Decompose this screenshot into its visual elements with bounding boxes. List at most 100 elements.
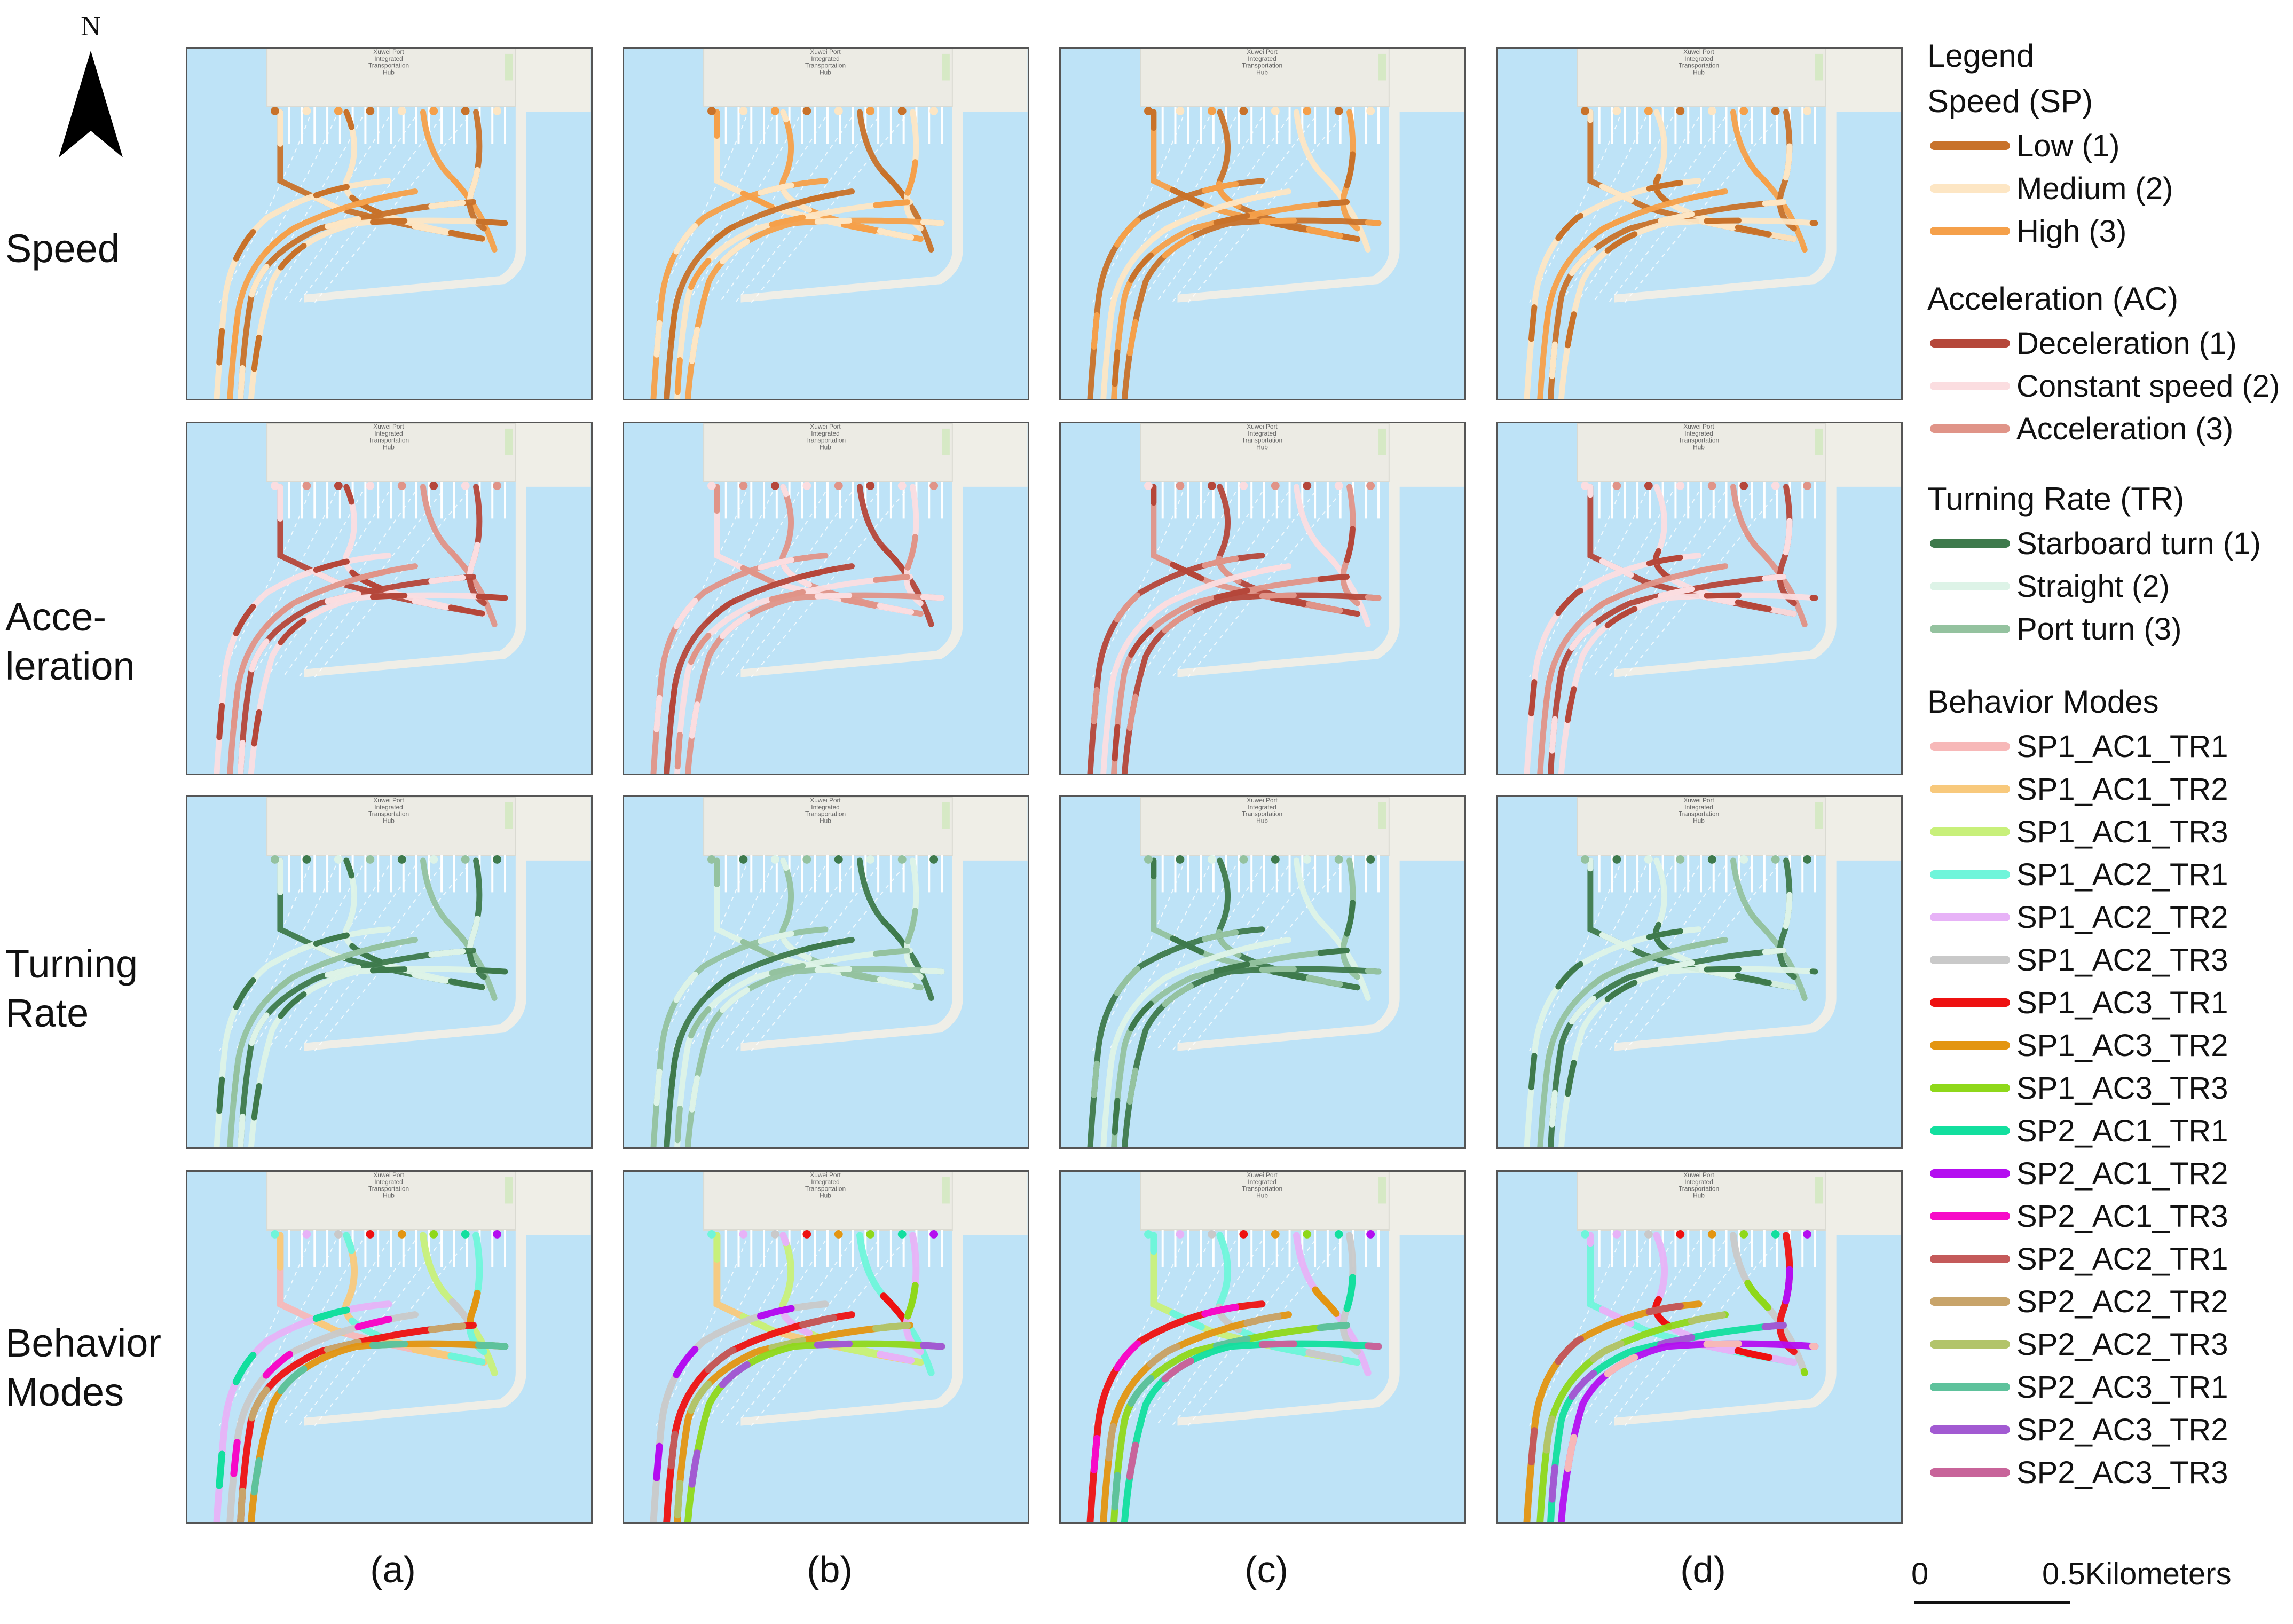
- map-panel-turning-a: Xuwei Port Integrated Transportation Hub: [186, 795, 593, 1149]
- pier: [338, 1230, 341, 1267]
- pier: [1763, 482, 1766, 519]
- trajectory: [1523, 1300, 1703, 1522]
- berth-point: [366, 107, 375, 115]
- trajectory-segment: [227, 188, 419, 399]
- berth-point: [1207, 1230, 1216, 1239]
- trajectory-segment: [1121, 966, 1382, 1147]
- scale-bar: 0 0.5Kilometers: [1911, 1556, 2285, 1615]
- pier: [453, 107, 455, 144]
- guide-line: [719, 865, 853, 1052]
- pier: [1301, 1230, 1304, 1267]
- legend-item: SP1_AC1_TR2: [1922, 768, 2228, 810]
- pier: [1288, 107, 1291, 144]
- berth-point: [397, 1230, 406, 1239]
- legend-label: Port turn (3): [2016, 611, 2182, 647]
- guide-line: [266, 865, 389, 1052]
- berth-point: [366, 855, 375, 864]
- row-label-acceleration: Acce-leration: [5, 593, 176, 691]
- pier: [814, 482, 816, 519]
- pier: [1712, 1230, 1715, 1267]
- pier: [1161, 855, 1164, 893]
- guide-line: [1187, 492, 1342, 678]
- trajectory: [1777, 109, 1797, 232]
- legend-swatch: [1930, 870, 2010, 879]
- map-panel-acceleration-b: Xuwei Port Integrated Transportation Hub: [623, 422, 1029, 775]
- trajectory-segment: [684, 217, 945, 399]
- green-strip: [505, 1177, 513, 1204]
- guide-line: [1593, 865, 1726, 1052]
- trajectory-segment: [214, 926, 392, 1147]
- trajectory-segment: [684, 966, 945, 1147]
- trajectory: [1100, 937, 1292, 1147]
- trajectory-segment: [1087, 178, 1265, 399]
- legend-label: SP1_AC1_TR2: [2016, 771, 2228, 807]
- trajectory-segment: [214, 553, 392, 774]
- legend-swatch: [1930, 582, 2010, 590]
- berth-point: [1612, 1230, 1621, 1239]
- pier: [902, 482, 905, 519]
- row-label-behavior-modes: Behavior Modes: [5, 1319, 176, 1417]
- pier: [364, 482, 367, 519]
- legend-label: SP2_AC2_TR2: [2016, 1284, 2228, 1319]
- berth-point: [271, 1230, 279, 1239]
- green-strip: [1378, 802, 1386, 829]
- pier: [453, 1230, 455, 1267]
- pier: [1275, 482, 1278, 519]
- trajectory-segment: [1548, 947, 1787, 1147]
- pier: [1314, 855, 1317, 893]
- green-strip: [1815, 1177, 1823, 1204]
- legend-label: Deceleration (1): [2016, 326, 2237, 361]
- pier: [1687, 107, 1690, 144]
- pier: [301, 855, 303, 893]
- green-strip: [505, 802, 513, 829]
- pier: [1687, 1230, 1690, 1267]
- berth-point: [802, 1230, 811, 1239]
- pier: [1814, 107, 1816, 144]
- row-label-line: Turning: [5, 942, 138, 986]
- pier: [313, 855, 316, 893]
- pier: [1636, 107, 1639, 144]
- pier: [504, 855, 506, 893]
- legend-item: SP2_AC2_TR1: [1922, 1237, 2228, 1280]
- guide-line: [250, 1240, 363, 1426]
- berth-point: [1271, 855, 1280, 864]
- berth-point: [429, 107, 438, 115]
- berth-point: [929, 107, 939, 115]
- pier: [1763, 1230, 1766, 1267]
- pier: [1712, 107, 1715, 144]
- legend-label: SP2_AC3_TR2: [2016, 1412, 2228, 1447]
- trajectory-segment: [650, 553, 829, 774]
- berth-point: [1676, 107, 1685, 115]
- trajectory: [248, 592, 508, 774]
- berth-point: [271, 482, 279, 490]
- pier: [326, 482, 329, 519]
- map-label: Xuwei Port Integrated Transportation Hub: [368, 49, 409, 76]
- guide-line: [1593, 117, 1726, 303]
- row-label-line: Speed: [5, 226, 120, 271]
- row-label-turning-rate: Turning Rate: [5, 940, 176, 1038]
- guide-line: [1529, 117, 1620, 303]
- legend-label: SP1_AC2_TR1: [2016, 857, 2228, 892]
- pier: [1636, 855, 1639, 893]
- pier: [1776, 855, 1778, 893]
- trajectory: [1777, 484, 1797, 606]
- berth-point: [493, 482, 502, 490]
- pier: [1814, 482, 1816, 519]
- legend-group-title: Behavior Modes: [1927, 684, 2159, 720]
- trajectory-segment: [419, 1232, 498, 1376]
- terminal-building: [1140, 49, 1390, 107]
- pier: [1751, 855, 1753, 893]
- guide-line: [703, 492, 826, 678]
- pier: [737, 107, 740, 144]
- berth-point: [1771, 107, 1780, 115]
- trajectory-segment: [420, 857, 498, 1002]
- legend-swatch: [1930, 956, 2010, 964]
- map-svg: Xuwei Port Integrated Transportation Hub: [1524, 423, 1901, 774]
- berth-point: [1771, 1230, 1780, 1239]
- guide-line: [266, 492, 389, 678]
- pier: [453, 855, 455, 893]
- legend-label: SP1_AC2_TR3: [2016, 942, 2228, 977]
- trajectory: [1111, 947, 1350, 1147]
- trajectory: [663, 1311, 855, 1522]
- terminal-building: [703, 1172, 953, 1231]
